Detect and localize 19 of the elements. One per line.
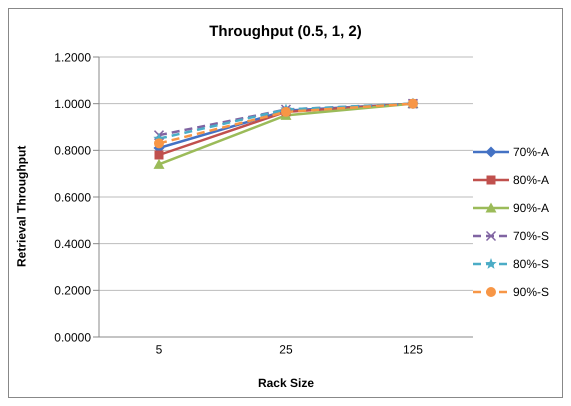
y-tick-label: 1.2000 xyxy=(54,50,92,64)
x-axis-title: Rack Size xyxy=(258,376,314,390)
legend-label: 90%-A xyxy=(512,201,549,215)
legend-label: 80%-A xyxy=(512,173,549,187)
y-tick-label: 0.8000 xyxy=(54,144,92,158)
legend-label: 70%-A xyxy=(512,145,549,159)
x-tick-label: 5 xyxy=(156,342,163,357)
x-tick-label: 125 xyxy=(402,342,424,357)
chart-title: Throughput (0.5, 1, 2) xyxy=(208,23,363,42)
y-axis-title: Retrieval Throughput xyxy=(14,146,28,267)
legend-label: 90%-S xyxy=(512,285,549,299)
legend-label: 70%-S xyxy=(512,229,549,243)
y-tick-label: 0.6000 xyxy=(54,190,92,204)
y-tick-label: 0.4000 xyxy=(54,236,92,251)
y-tick-label: 1.0000 xyxy=(54,96,92,111)
y-tick-label: 0.2000 xyxy=(54,284,92,298)
legend-label: 80%-S xyxy=(512,257,549,271)
y-tick-label: 0.0000 xyxy=(54,330,92,344)
x-tick-label: 25 xyxy=(279,342,293,357)
